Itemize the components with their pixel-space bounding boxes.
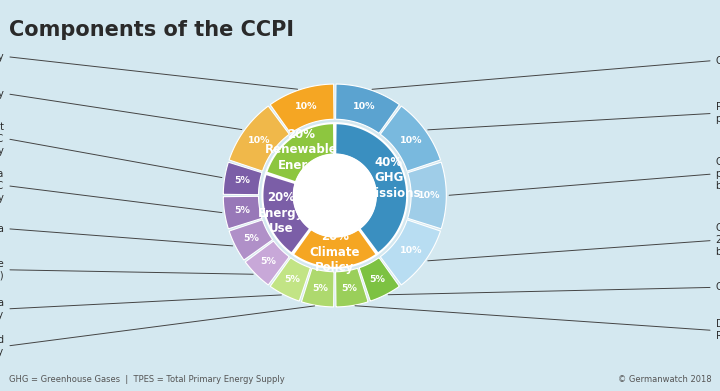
Text: 10%: 10% — [400, 246, 422, 255]
Text: 40%
GHG
Emissions: 40% GHG Emissions — [356, 156, 421, 200]
Text: 5%: 5% — [312, 284, 328, 293]
Text: 5%: 5% — [243, 233, 259, 242]
Text: Past Trend of GHG Emissions
per Capita: Past Trend of GHG Emissions per Capita — [716, 102, 720, 124]
Text: 20%
Energy
Use: 20% Energy Use — [258, 191, 304, 235]
Text: TPES/Capita 2030 Target
compared to a well-below-2°C
compatible pathway: TPES/Capita 2030 Target compared to a we… — [0, 122, 4, 156]
Text: © Germanwatch 2018: © Germanwatch 2018 — [618, 375, 711, 384]
Polygon shape — [270, 258, 310, 301]
Text: 10%: 10% — [418, 191, 440, 200]
Text: 10%: 10% — [400, 136, 422, 145]
Polygon shape — [293, 229, 377, 268]
Text: Development of Energy Supply from
Renewable Energy Sources: Development of Energy Supply from Renewa… — [716, 319, 720, 341]
Text: International Climate Policy: International Climate Policy — [0, 52, 4, 62]
Text: Current Level of GHG Emissions
per Capita compared to a well-
below-2°C compatib: Current Level of GHG Emissions per Capit… — [716, 157, 720, 191]
Text: 10%: 10% — [294, 102, 317, 111]
Polygon shape — [359, 258, 400, 301]
Text: 10%: 10% — [248, 136, 270, 145]
Text: National Climate Policy: National Climate Policy — [0, 89, 4, 99]
Text: Current Share of Renewables per TPES: Current Share of Renewables per TPES — [716, 282, 720, 292]
Text: 5%: 5% — [341, 284, 357, 293]
Polygon shape — [223, 196, 262, 229]
Text: 5%: 5% — [261, 257, 276, 266]
Polygon shape — [262, 174, 310, 254]
Text: Current Level of TPES/Capita
compared to a well-below-2°C
compatible pathway: Current Level of TPES/Capita compared to… — [0, 169, 4, 203]
Text: 5%: 5% — [234, 206, 250, 215]
Polygon shape — [336, 268, 368, 307]
Polygon shape — [229, 106, 289, 171]
Text: 20%
Climate
Policy: 20% Climate Policy — [310, 230, 360, 274]
Polygon shape — [336, 123, 408, 254]
Text: 10%: 10% — [353, 102, 375, 111]
Text: Renewable Energy 2030 Target compared to a
well-below-2°C compatible pathway: Renewable Energy 2030 Target compared to… — [0, 298, 4, 320]
Text: GHG = Greenhouse Gases  |  TPES = Total Primary Energy Supply: GHG = Greenhouse Gases | TPES = Total Pr… — [9, 375, 284, 384]
Text: Current Share of Renewables per TPES compared
to a well-below-2°C compatible pat: Current Share of Renewables per TPES com… — [0, 335, 4, 357]
Text: Current Level of GHG Emissions per Capita: Current Level of GHG Emissions per Capit… — [716, 56, 720, 66]
Text: 5%: 5% — [284, 274, 300, 283]
Text: 20%
Renewable
Energy: 20% Renewable Energy — [265, 127, 338, 172]
Polygon shape — [380, 106, 441, 171]
Polygon shape — [294, 154, 376, 237]
Polygon shape — [380, 220, 441, 285]
Text: 5%: 5% — [234, 176, 250, 185]
Polygon shape — [229, 220, 273, 260]
Polygon shape — [408, 162, 446, 229]
Polygon shape — [246, 241, 289, 285]
Polygon shape — [336, 84, 400, 133]
Polygon shape — [266, 123, 334, 183]
Polygon shape — [270, 84, 334, 133]
Text: 5%: 5% — [369, 274, 385, 283]
Polygon shape — [302, 268, 334, 307]
Text: Components of the CCPI: Components of the CCPI — [9, 20, 294, 39]
Polygon shape — [223, 162, 262, 195]
Text: Past Trend of TPES/Capita: Past Trend of TPES/Capita — [0, 224, 4, 234]
Text: GHG Emissions Reduction
2030 Target compared to a well-
below-2°C compatible pat: GHG Emissions Reduction 2030 Target comp… — [716, 224, 720, 257]
Text: Current Level of Energy Use
(TPES/Capita): Current Level of Energy Use (TPES/Capita… — [0, 259, 4, 281]
